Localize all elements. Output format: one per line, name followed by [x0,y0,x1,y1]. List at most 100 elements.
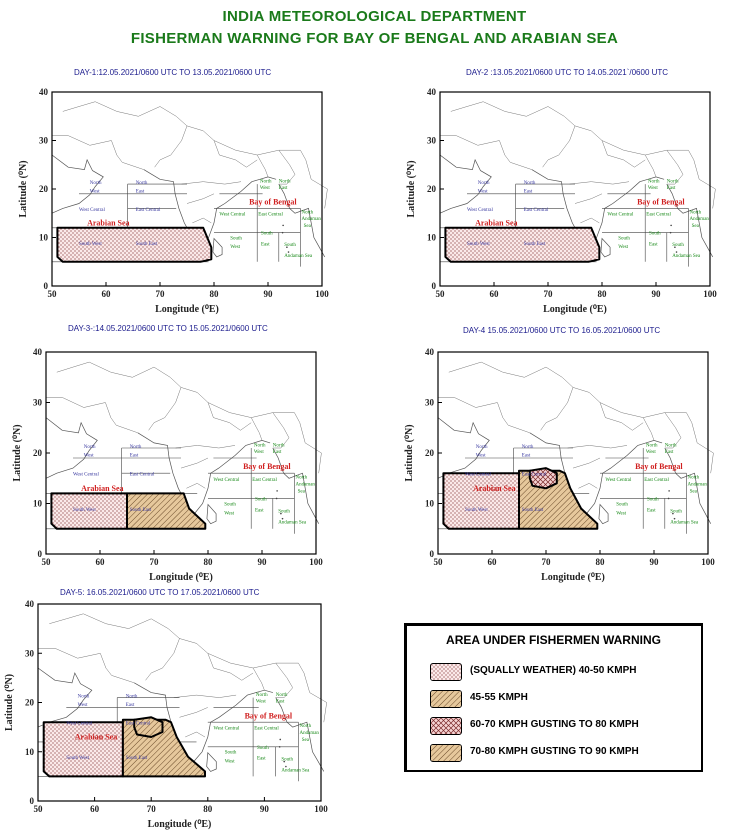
region-south-andaman: Andaman Sea [281,768,310,773]
sea-label-arabian: Arabian Sea [87,218,129,227]
sea-label-arabian: Arabian Sea [473,484,515,493]
x-tick-label: 100 [701,557,715,567]
border-line [207,653,254,681]
border-line [179,707,208,718]
region-bob-south-west: South [616,503,628,508]
border-line [601,140,646,168]
region-north-east: East [136,189,145,194]
border-line [175,445,236,449]
legend-swatch-hatch [430,690,462,708]
region-bob-east-central: East Central [254,727,279,732]
region-bob-south-east: South [255,497,267,502]
coastline-myanmar [272,447,320,524]
x-axis-label: Longitude (⁰E) [155,304,219,315]
x-tick-label: 70 [150,557,160,567]
y-tick-label: 40 [33,347,43,357]
y-tick-label: 30 [427,136,437,146]
border-line [569,181,630,185]
x-tick-label: 70 [544,289,554,299]
region-bob-south-east: South [647,497,659,502]
region-bob-north-west: North [646,443,658,448]
region-east-central: East Central [126,722,151,727]
sea-label-arabian: Arabian Sea [75,732,117,741]
region-bob-south-east: South [257,746,269,751]
region-bob-south-west: South [225,751,237,756]
region-bob-north-west: North [648,180,660,185]
x-axis-label: Longitude (⁰E) [149,572,213,583]
region-bob-west-central: West Central [213,727,239,732]
region-bob-south-west: West [224,512,234,517]
region-north-andaman: North [689,210,701,215]
border-line [252,667,265,691]
region-bob-north-west: North [256,693,268,698]
region-south-andaman: South [670,510,682,515]
region-north-west: West [476,454,486,459]
x-axis-label: Longitude (⁰E) [148,819,212,830]
x-tick-label: 80 [203,804,213,814]
sea-label-bengal: Bay of Bengal [635,462,683,471]
border-line [305,159,328,209]
y-tick-label: 0 [44,281,49,291]
island-sri-lanka [600,237,611,258]
border-line [599,402,644,431]
map-panel-day4: North West North East West Central East Centr… [404,347,715,583]
island-dot [287,251,290,253]
region-north-east: East [524,189,533,194]
coastline-east [588,176,665,248]
region-bob-south-east: East [649,242,658,247]
y-tick-label: 10 [39,233,49,243]
border-line [580,217,600,224]
region-north-andaman: Sea [692,224,700,229]
region-bob-north-east: East [276,700,285,705]
sea-label-arabian: Arabian Sea [81,484,123,493]
region-east-central: East Central [524,208,549,213]
region-bob-east-central: East Central [646,213,671,218]
region-bob-south-east: South [261,232,273,237]
y-axis-label: Latitude (⁰N) [12,424,23,481]
border-line [644,154,657,177]
region-bob-north-east: North [667,180,679,185]
border-line [481,361,693,423]
region-north-andaman: Andaman [689,217,709,222]
y-tick-label: 20 [39,184,49,194]
region-north-west: North [78,695,90,700]
day4-label: DAY-4 15.05.2021/0600 UTC TO 16.05.2021/… [463,326,661,335]
x-tick-label: 100 [703,289,717,299]
region-south-west: South West [465,508,488,513]
region-north-andaman: Andaman [299,731,319,736]
region-bob-west-central: West Central [213,478,239,483]
x-tick-label: 70 [147,804,157,814]
region-bob-north-east: North [273,443,285,448]
border-line [272,412,290,449]
region-south-andaman: South [672,243,684,248]
warning-zone-cyclone-core [528,467,558,490]
region-south-west: South West [66,756,89,761]
island-dot [670,224,672,227]
region-bob-south-east: East [255,509,264,514]
y-tick-label: 20 [33,448,43,458]
y-axis-label: Latitude (⁰N) [406,160,417,217]
region-west-central: West Central [73,473,99,478]
border-line [250,417,263,441]
x-tick-label: 100 [315,289,329,299]
region-south-west: South West [73,508,96,513]
island-dot [672,512,674,515]
region-south-andaman: South [281,758,293,763]
border-line [105,402,138,434]
x-tick-label: 90 [260,804,270,814]
border-line [450,101,484,112]
border-line [693,159,716,209]
border-line [567,445,628,449]
region-south-andaman: Andaman Sea [672,254,701,259]
region-south-west: South West [467,242,490,247]
region-north-andaman: Andaman [295,482,315,487]
border-line [540,387,574,431]
region-bob-north-west: North [254,443,266,448]
x-tick-label: 90 [264,289,274,299]
region-west-central: West Central [66,722,92,727]
island-dot [280,512,282,515]
region-north-andaman: Sea [690,489,698,494]
sea-label-bengal: Bay of Bengal [245,711,293,720]
